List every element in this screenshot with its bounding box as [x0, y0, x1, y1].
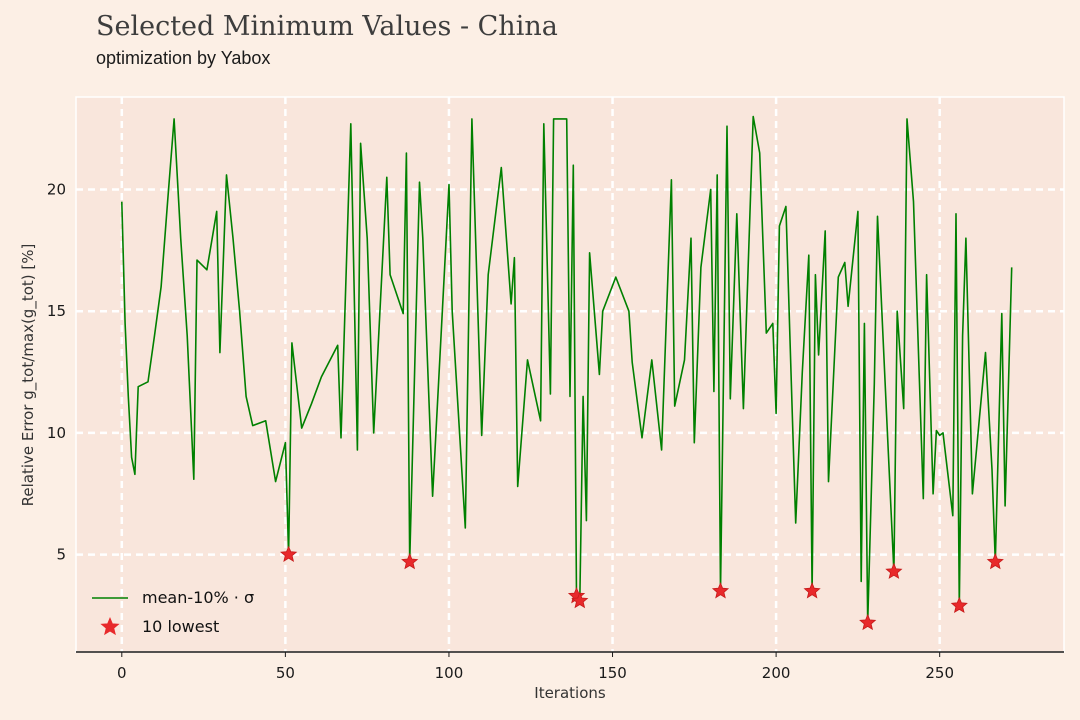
x-tick-label: 0	[117, 664, 127, 682]
x-tick-label: 200	[762, 664, 791, 682]
chart-subtitle: optimization by Yabox	[96, 48, 270, 68]
x-tick-label: 250	[925, 664, 954, 682]
y-tick-label: 5	[56, 546, 66, 564]
y-axis-label: Relative Error g_tot/max(g_tot) [%]	[19, 244, 38, 507]
chart-title: Selected Minimum Values - China	[96, 11, 558, 42]
y-tick-label: 10	[47, 424, 66, 442]
legend-label-mean: mean-10% · σ	[142, 588, 254, 607]
x-tick-label: 50	[276, 664, 295, 682]
y-tick-label: 15	[47, 302, 66, 320]
x-axis-label: Iterations	[534, 684, 606, 702]
y-tick-label: 20	[47, 181, 66, 199]
x-tick-label: 150	[598, 664, 627, 682]
x-tick-label: 100	[435, 664, 464, 682]
legend-label-lowest: 10 lowest	[142, 617, 219, 636]
